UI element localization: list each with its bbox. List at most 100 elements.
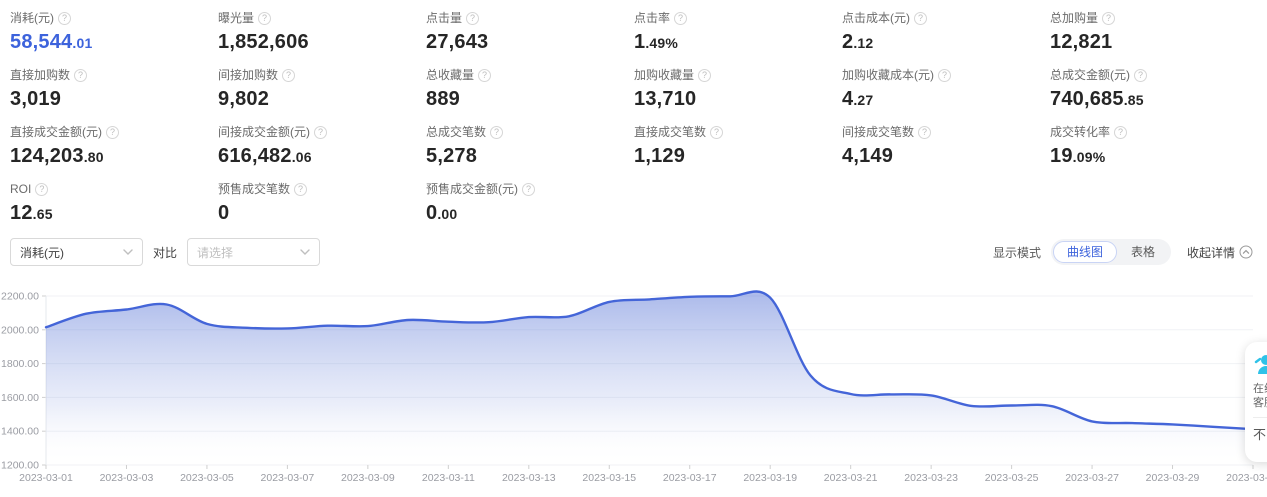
help-icon[interactable]: ? xyxy=(106,125,119,139)
compare-select[interactable]: 请选择 xyxy=(187,238,321,266)
chevron-down-icon xyxy=(300,249,310,255)
help-icon[interactable]: ? xyxy=(674,11,688,25)
metric-value: 19.09% xyxy=(1050,145,1106,167)
metric-value: 1,852,606 xyxy=(218,31,309,53)
metric-label: 点击率 xyxy=(634,11,671,25)
series-line xyxy=(44,290,1255,431)
metric-card: 点击量? 27,643 xyxy=(426,6,634,63)
metric-value: 3,019 xyxy=(10,88,62,110)
metric-value: 5,278 xyxy=(426,145,478,167)
help-icon[interactable]: ? xyxy=(258,11,272,25)
customer-service-text: 在线 客服 xyxy=(1253,383,1267,409)
metric-value: 13,710 xyxy=(634,88,697,110)
help-icon[interactable]: ? xyxy=(466,11,480,25)
x-axis-tick-label: 2023-03-31 xyxy=(1226,472,1267,484)
metric-card: 直接加购数? 3,019 xyxy=(10,63,218,120)
x-axis-tick-label: 2023-03-29 xyxy=(1146,472,1200,484)
metric-label: 加购收藏成本(元) xyxy=(842,68,934,82)
metric-card: 总加购量? 12,821 xyxy=(1050,6,1258,63)
chart-canvas: 2200.00 2000.00 1800.00 1600.00 1400.00 1200.… xyxy=(1,290,1267,484)
metric-label: 成交转化率 xyxy=(1050,125,1111,139)
metric-value: 2.12 xyxy=(842,31,874,53)
x-axis-tick-label: 2023-03-01 xyxy=(19,472,73,484)
metric-label: 总加购量 xyxy=(1050,11,1099,25)
help-icon[interactable]: ? xyxy=(282,68,296,82)
help-icon[interactable]: ? xyxy=(1114,125,1128,139)
x-axis-tick-label: 2023-03-05 xyxy=(180,472,234,484)
metric-card: 总成交金额(元)? 740,685.85 xyxy=(1050,63,1258,120)
help-icon[interactable]: ? xyxy=(314,125,327,139)
x-axis-tick-label: 2023-03-19 xyxy=(743,472,797,484)
x-axis-tick-label: 2023-03-09 xyxy=(341,472,395,484)
help-icon[interactable]: ? xyxy=(35,182,49,196)
metric-card: 加购收藏成本(元)? 4.27 xyxy=(842,63,1050,120)
metric-card: 总成交笔数? 5,278 xyxy=(426,120,634,177)
metric-card: 加购收藏量? 13,710 xyxy=(634,63,842,120)
help-icon[interactable]: ? xyxy=(698,68,712,82)
help-icon[interactable]: ? xyxy=(478,68,492,82)
help-icon[interactable]: ? xyxy=(294,182,308,196)
metric-value: 9,802 xyxy=(218,88,270,110)
help-icon[interactable]: ? xyxy=(1102,11,1116,25)
x-axis-tick-label: 2023-03-27 xyxy=(1065,472,1119,484)
metric-card: 总收藏量? 889 xyxy=(426,63,634,120)
metric-value: 889 xyxy=(426,88,460,110)
customer-service-widget[interactable]: 在线 客服 不 xyxy=(1245,342,1267,462)
metric-label: 消耗(元) xyxy=(10,11,54,25)
divider xyxy=(1253,417,1267,418)
help-icon[interactable]: ? xyxy=(918,125,932,139)
metric-label: 总成交金额(元) xyxy=(1050,68,1130,82)
collapse-details-button[interactable]: 收起详情 xyxy=(1187,244,1253,261)
mode-curve-tab[interactable]: 曲线图 xyxy=(1052,241,1117,263)
help-icon[interactable]: ? xyxy=(914,11,927,25)
metric-label: 直接成交笔数 xyxy=(634,125,707,139)
help-icon[interactable]: ? xyxy=(710,125,724,139)
help-icon[interactable]: ? xyxy=(522,182,535,196)
metric-label: 曝光量 xyxy=(218,11,255,25)
metric-card: 成交转化率? 19.09% xyxy=(1050,120,1258,177)
help-icon[interactable]: ? xyxy=(74,68,88,82)
mode-table-tab[interactable]: 表格 xyxy=(1130,245,1155,259)
metric-card: 直接成交笔数? 1,129 xyxy=(634,120,842,177)
customer-service-icon xyxy=(1254,355,1267,374)
metric-value: 27,643 xyxy=(426,31,489,53)
metric-card: 消耗(元)? 58,544.01 xyxy=(10,6,218,63)
metric-label: 直接成交金额(元) xyxy=(10,125,102,139)
metric-value: 4.27 xyxy=(842,88,874,110)
metrics-summary-panel: 消耗(元)? 58,544.01 曝光量? 1,852,606 点击量? 27,643 点击… xyxy=(10,6,1267,234)
x-axis-tick-label: 2023-03-17 xyxy=(663,472,717,484)
metric-value: 0.00 xyxy=(426,202,458,224)
help-icon[interactable]: ? xyxy=(58,11,71,25)
x-axis-tick-label: 2023-03-11 xyxy=(422,472,475,484)
chevron-down-icon xyxy=(123,249,133,255)
dismiss-text[interactable]: 不 xyxy=(1253,427,1267,442)
metric-label: 直接加购数 xyxy=(10,68,71,82)
collapse-details-label: 收起详情 xyxy=(1186,245,1235,260)
metric-card: 间接成交笔数? 4,149 xyxy=(842,120,1050,177)
metric-label: 间接加购数 xyxy=(218,68,279,82)
help-icon[interactable]: ? xyxy=(938,68,951,82)
metric-value: 0 xyxy=(218,202,230,224)
metric-select-value: 消耗(元) xyxy=(20,245,64,260)
metric-card: 直接成交金额(元)? 124,203.80 xyxy=(10,120,218,177)
metric-value: 58,544.01 xyxy=(10,31,93,53)
help-icon[interactable]: ? xyxy=(1134,68,1147,82)
metric-label: ROI xyxy=(10,182,32,196)
compare-label: 对比 xyxy=(153,245,178,260)
y-axis-tick-label: 2200.00 xyxy=(1,291,39,303)
metric-label: 间接成交笔数 xyxy=(842,125,915,139)
metric-card: ROI? 12.65 xyxy=(10,177,218,234)
trend-area-chart: 2200.00 2000.00 1800.00 1600.00 1400.00 1200.… xyxy=(0,280,1267,492)
metric-select[interactable]: 消耗(元) xyxy=(10,238,143,266)
metric-label: 总收藏量 xyxy=(426,68,475,82)
metric-card: 间接成交金额(元)? 616,482.06 xyxy=(218,120,426,177)
metric-label: 总成交笔数 xyxy=(426,125,487,139)
metric-value: 124,203.80 xyxy=(10,145,104,167)
y-axis-tick-label: 1800.00 xyxy=(1,358,39,370)
metric-card: 点击成本(元)? 2.12 xyxy=(842,6,1050,63)
metric-label: 点击成本(元) xyxy=(842,11,910,25)
y-axis-tick-label: 2000.00 xyxy=(1,324,39,336)
compare-select-placeholder: 请选择 xyxy=(197,245,234,260)
help-icon[interactable]: ? xyxy=(490,125,504,139)
chart-controls: 消耗(元) 对比 请选择 显示模式 曲线图 表格 收起详情 xyxy=(10,237,1253,267)
